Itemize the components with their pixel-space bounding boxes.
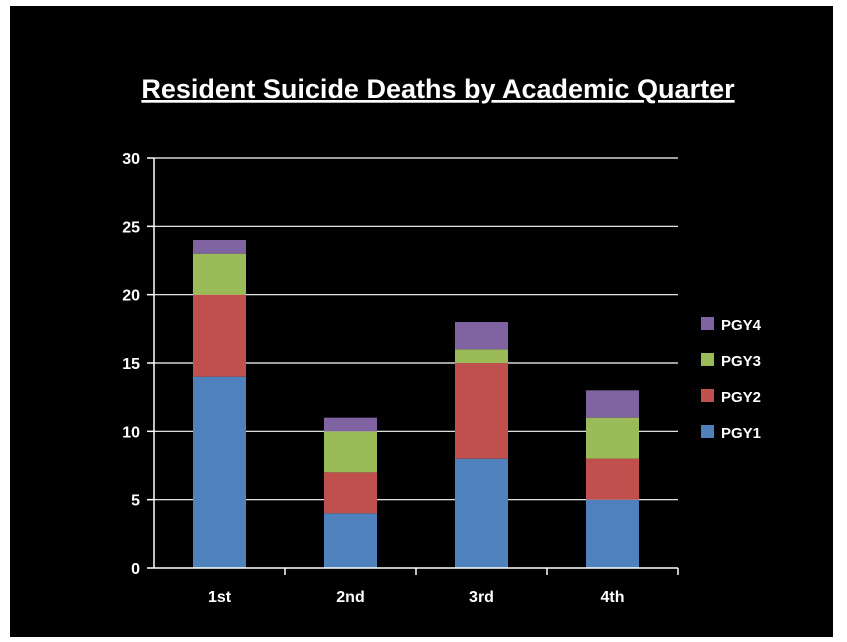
bar-segment-pgy4-4th [586,390,639,418]
bar-segment-pgy2-4th [586,458,639,500]
legend-swatch-pgy1 [701,425,714,438]
legend: PGY4 PGY3 PGY2 PGY1 [701,317,762,442]
legend-swatch-pgy2 [701,389,714,402]
legend-label-pgy1: PGY1 [721,425,761,442]
x-tick-label: 1st [208,589,232,606]
stacked-bar-chart: Resident Suicide Deaths by Academic Quar… [122,74,762,606]
chart-title: Resident Suicide Deaths by Academic Quar… [141,74,735,104]
slide-background: Resident Suicide Deaths by Academic Quar… [10,6,833,637]
bar-segment-pgy1-1st [193,376,246,568]
bar-segment-pgy2-2nd [324,472,377,514]
bar-segment-pgy4-1st [193,240,246,254]
y-tick-label: 30 [122,151,140,168]
bar-segment-pgy1-4th [586,499,639,568]
bars [193,240,639,568]
x-tick-label: 2nd [336,589,364,606]
y-tick-label: 5 [131,493,140,510]
y-tick-label: 0 [131,561,140,578]
y-tick-label: 15 [122,356,140,373]
legend-label-pgy3: PGY3 [721,353,761,370]
y-tick-label: 25 [122,219,140,236]
bar-segment-pgy2-3rd [455,363,508,459]
bar-segment-pgy3-3rd [455,349,508,363]
legend-swatch-pgy4 [701,317,714,330]
bar-segment-pgy3-2nd [324,431,377,473]
axes: 0 5 10 15 20 25 30 1st 2nd 3rd 4th [122,151,679,606]
bar-segment-pgy3-1st [193,253,246,295]
bar-segment-pgy1-3rd [455,458,508,568]
bar-segment-pgy4-2nd [324,417,377,432]
bar-segment-pgy3-4th [586,417,639,459]
legend-swatch-pgy3 [701,353,714,366]
legend-label-pgy4: PGY4 [721,317,762,334]
y-tick-label: 20 [122,288,140,305]
x-tick-label: 4th [601,589,625,606]
bar-segment-pgy2-1st [193,294,246,377]
bar-segment-pgy1-2nd [324,513,377,568]
bar-segment-pgy4-3rd [455,322,508,350]
y-tick-label: 10 [122,424,140,441]
x-tick-label: 3rd [469,589,494,606]
legend-label-pgy2: PGY2 [721,389,761,406]
